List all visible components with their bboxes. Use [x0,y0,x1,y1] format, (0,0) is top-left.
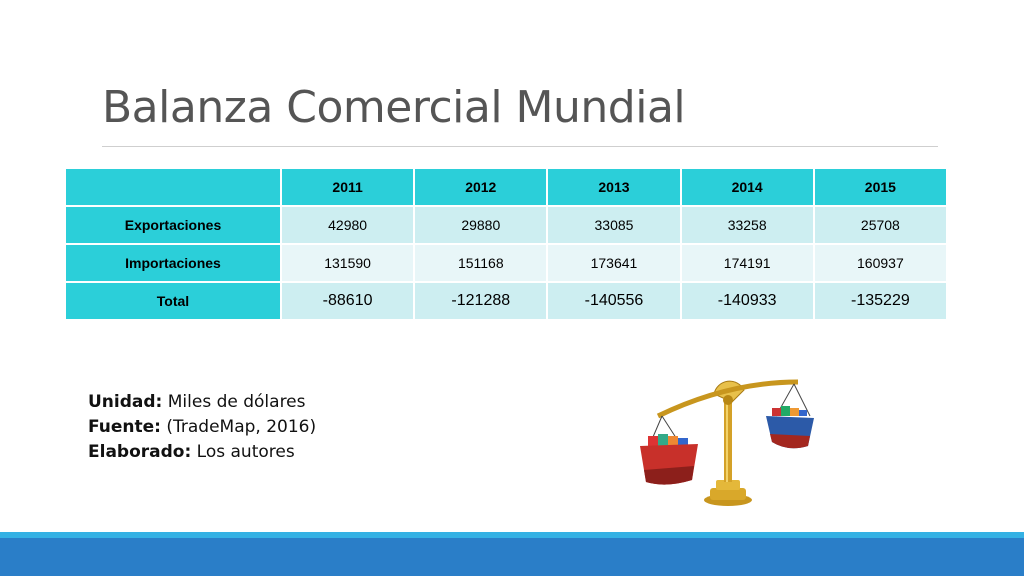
header-cell-year: 2014 [679,167,815,207]
table-cell: -135229 [812,281,949,321]
table-cell: -121288 [413,281,549,321]
note-source-label: Fuente: [88,417,161,437]
footer-accent-bar [0,532,1024,538]
table-cell: 25708 [812,205,949,245]
note-unit-label: Unidad: [88,392,163,412]
row-label: Importaciones [64,243,282,283]
table-cell: 29880 [413,205,549,245]
note-unit-value: Miles de dólares [162,392,306,412]
table-cell: -140933 [679,281,815,321]
trade-balance-table: 2011 2012 2013 2014 2015 Exportaciones 4… [64,167,949,321]
table-cell: 173641 [546,243,682,283]
table-notes: Unidad: Miles de dólares Fuente: (TradeM… [88,390,316,465]
header-cell-year: 2011 [279,167,416,207]
footer-bar [0,538,1024,576]
table-cell: 160937 [812,243,949,283]
note-author-value: Los autores [191,442,295,462]
note-unit: Unidad: Miles de dólares [88,390,316,415]
table-cell: -88610 [279,281,416,321]
slide-title: Balanza Comercial Mundial [102,82,686,133]
table-cell: 33258 [679,205,815,245]
title-divider [102,146,938,147]
table-cell: 42980 [279,205,416,245]
header-cell-year: 2015 [812,167,949,207]
trade-balance-scale-ships-icon [640,379,814,506]
table-cell: -140556 [546,281,682,321]
table-cell: 131590 [279,243,416,283]
note-source: Fuente: (TradeMap, 2016) [88,415,316,440]
header-cell-year: 2012 [413,167,549,207]
header-cell-year: 2013 [546,167,682,207]
table-header-row: 2011 2012 2013 2014 2015 [64,167,949,207]
note-author: Elaborado: Los autores [88,440,316,465]
table-cell: 33085 [546,205,682,245]
table-row-exports: Exportaciones 42980 29880 33085 33258 25… [64,205,949,245]
table-cell: 151168 [413,243,549,283]
table-row-total: Total -88610 -121288 -140556 -140933 -13… [64,281,949,321]
header-cell-empty [64,167,282,207]
row-label: Total [64,281,282,321]
table-cell: 174191 [679,243,815,283]
row-label: Exportaciones [64,205,282,245]
table-row-imports: Importaciones 131590 151168 173641 17419… [64,243,949,283]
note-author-label: Elaborado: [88,442,192,462]
note-source-value: (TradeMap, 2016) [160,417,317,437]
